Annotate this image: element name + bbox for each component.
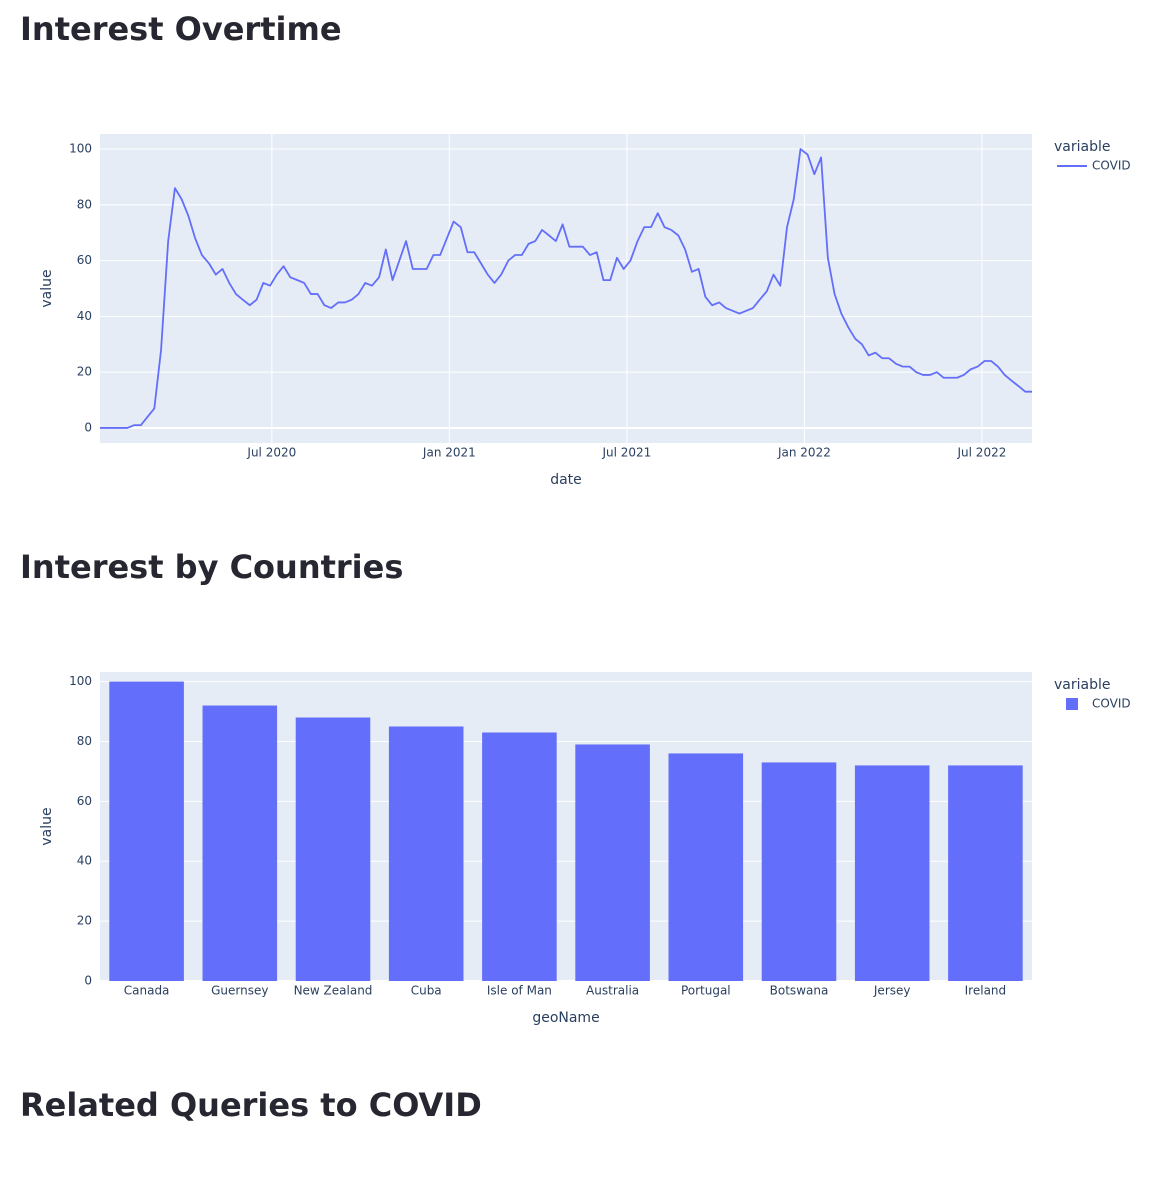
x-tick-label: Jan 2021 bbox=[422, 446, 476, 460]
x-tick-label: Jul 2020 bbox=[246, 446, 296, 460]
y-tick-label: 80 bbox=[77, 197, 92, 211]
bar bbox=[482, 732, 557, 981]
x-tick-label: Botswana bbox=[770, 984, 829, 998]
bar bbox=[761, 762, 837, 981]
legend-label: COVID bbox=[1092, 159, 1131, 173]
legend-title: variable bbox=[1054, 677, 1110, 693]
heading: Related Queries to COVID bbox=[20, 1086, 482, 1124]
legend-swatch bbox=[1066, 698, 1078, 710]
bar bbox=[388, 726, 464, 981]
x-tick-label: Isle of Man bbox=[487, 984, 552, 998]
legend-label: COVID bbox=[1092, 697, 1131, 711]
x-tick-label: New Zealand bbox=[294, 984, 373, 998]
x-tick-label: Jersey bbox=[873, 984, 911, 998]
x-tick-label: Jul 2022 bbox=[957, 446, 1007, 460]
bar bbox=[948, 765, 1023, 981]
y-tick-label: 0 bbox=[84, 420, 92, 434]
y-tick-label: 60 bbox=[77, 253, 92, 267]
x-axis-title: date bbox=[550, 472, 582, 488]
bar bbox=[854, 765, 930, 981]
x-tick-label: Canada bbox=[124, 984, 170, 998]
y-tick-label: 20 bbox=[77, 365, 92, 379]
x-tick-label: Portugal bbox=[681, 984, 731, 998]
heading: Interest Overtime bbox=[20, 10, 342, 48]
plot-area bbox=[100, 134, 1032, 443]
x-tick-label: Jul 2021 bbox=[601, 446, 651, 460]
bar bbox=[668, 753, 744, 981]
legend-title: variable bbox=[1054, 139, 1110, 155]
y-tick-label: 60 bbox=[77, 794, 92, 808]
x-tick-label: Cuba bbox=[411, 984, 442, 998]
bar bbox=[575, 744, 650, 981]
x-tick-label: Guernsey bbox=[211, 984, 268, 998]
bar bbox=[295, 717, 371, 981]
x-axis-title: geoName bbox=[532, 1010, 599, 1026]
x-tick-label: Australia bbox=[586, 984, 639, 998]
line-series bbox=[100, 148, 1032, 429]
y-tick-label: 0 bbox=[84, 974, 92, 988]
y-tick-label: 40 bbox=[77, 854, 92, 868]
bar bbox=[202, 705, 278, 981]
y-tick-label: 100 bbox=[69, 674, 92, 688]
y-tick-label: 40 bbox=[77, 309, 92, 323]
x-tick-label: Ireland bbox=[965, 984, 1007, 998]
bar bbox=[109, 681, 184, 981]
y-tick-label: 20 bbox=[77, 914, 92, 928]
y-tick-label: 80 bbox=[77, 734, 92, 748]
y-axis-title: value bbox=[39, 269, 55, 307]
y-tick-label: 100 bbox=[69, 142, 92, 156]
y-axis-title: value bbox=[39, 807, 55, 845]
heading: Interest by Countries bbox=[20, 548, 403, 586]
x-tick-label: Jan 2022 bbox=[777, 446, 831, 460]
